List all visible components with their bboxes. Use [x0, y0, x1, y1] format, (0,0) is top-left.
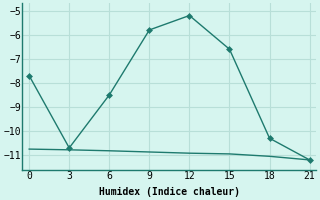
- X-axis label: Humidex (Indice chaleur): Humidex (Indice chaleur): [99, 186, 240, 197]
